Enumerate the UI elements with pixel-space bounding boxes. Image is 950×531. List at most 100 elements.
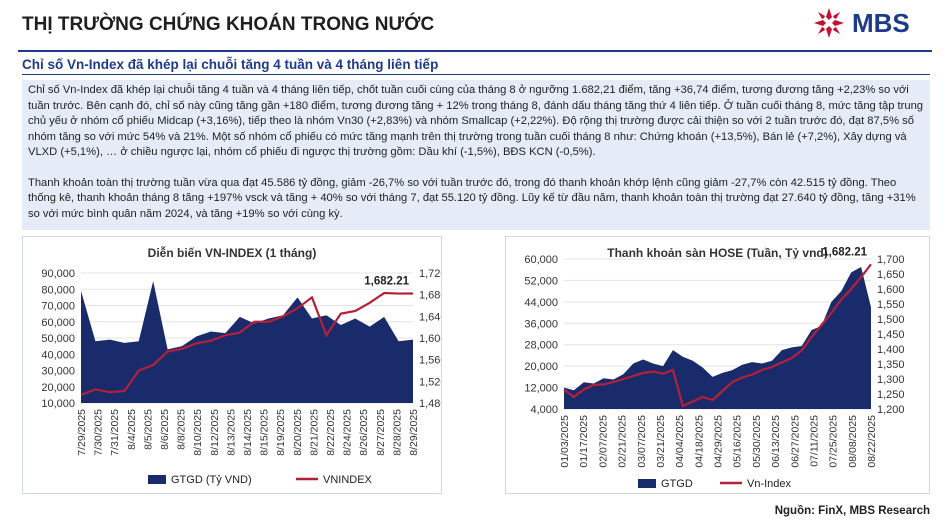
y-right-tick-label: 1,300 bbox=[877, 374, 905, 386]
y-left-tick-label: 20,000 bbox=[524, 361, 558, 373]
x-tick-label: 7/29/2025 bbox=[76, 409, 88, 456]
chart-title: Diễn biến VN-INDEX (1 tháng) bbox=[148, 245, 317, 260]
x-tick-label: 8/5/2025 bbox=[142, 409, 154, 450]
vnindex-chart: Diễn biến VN-INDEX (1 tháng) 10,000 20,000… bbox=[41, 245, 446, 486]
page-title: THỊ TRƯỜNG CHỨNG KHOÁN TRONG NƯỚC bbox=[22, 14, 435, 35]
x-tick-label: 01/17/2025 bbox=[578, 415, 590, 468]
y-left-tick-label: 28,000 bbox=[524, 340, 558, 352]
x-tick-label: 8/26/2025 bbox=[358, 409, 370, 456]
y-left-tick-label: 60,000 bbox=[524, 254, 558, 266]
y-right-tick-label: 1,480 bbox=[419, 398, 441, 410]
y-left-tick-label: 60,000 bbox=[41, 317, 75, 329]
paragraph-vnindex: Chỉ số Vn-Index đã khép lại chuỗi tăng 4… bbox=[28, 84, 924, 158]
x-tick-label: 04/04/2025 bbox=[674, 415, 686, 468]
y-right-tick-label: 1,650 bbox=[877, 269, 905, 281]
y-right-tick-label: 1,500 bbox=[877, 314, 905, 326]
y-left-tick-label: 4,000 bbox=[530, 404, 558, 416]
y-left-tick-label: 70,000 bbox=[41, 301, 75, 313]
legend-label: Vn-Index bbox=[747, 478, 792, 490]
y-left-tick-label: 90,000 bbox=[41, 268, 75, 280]
y-right-tick-label: 1,560 bbox=[419, 355, 441, 367]
x-tick-label: 8/10/2025 bbox=[192, 409, 204, 456]
x-tick-label: 7/31/2025 bbox=[109, 409, 121, 456]
y-left-tick-label: 10,000 bbox=[41, 398, 75, 410]
x-tick-label: 08/08/2025 bbox=[847, 415, 859, 468]
x-tick-label: 8/19/2025 bbox=[275, 409, 287, 456]
hose-liquidity-chart: Thanh khoản sàn HOSE (Tuần, Tỷ vnd) 4,000… bbox=[524, 246, 905, 490]
x-tick-label: 8/28/2025 bbox=[391, 409, 403, 456]
x-tick-label: 02/07/2025 bbox=[597, 415, 609, 468]
section-heading: Chỉ số Vn-Index đã khép lại chuỗi tăng 4… bbox=[22, 57, 930, 75]
legend-label: VNINDEX bbox=[323, 474, 373, 486]
y-left-tick-label: 50,000 bbox=[41, 333, 75, 345]
x-tick-label: 8/22/2025 bbox=[325, 409, 337, 456]
source-note: Nguồn: FinX, MBS Research bbox=[774, 505, 930, 517]
y-left-tick-label: 36,000 bbox=[524, 318, 558, 330]
series-area-gtgd bbox=[564, 267, 871, 409]
x-tick-label: 07/25/2025 bbox=[828, 415, 840, 468]
y-right-tick-label: 1,450 bbox=[877, 329, 905, 341]
x-tick-label: 8/20/2025 bbox=[292, 409, 304, 456]
x-tick-label: 06/27/2025 bbox=[789, 415, 801, 468]
y-right-tick-label: 1,680 bbox=[419, 290, 441, 302]
x-tick-label: 01/03/2025 bbox=[559, 415, 571, 468]
x-tick-label: 8/21/2025 bbox=[308, 409, 320, 456]
y-right-tick-label: 1,720 bbox=[419, 268, 441, 280]
vnindex-chart-panel: Diễn biến VN-INDEX (1 tháng) 10,000 20,000… bbox=[22, 236, 447, 494]
x-tick-label: 8/4/2025 bbox=[126, 409, 138, 450]
last-value-label: 1,682.21 bbox=[822, 246, 867, 258]
y-left-tick-label: 52,000 bbox=[524, 275, 558, 287]
mbs-logo: MBS bbox=[812, 6, 910, 40]
x-tick-label: 06/13/2025 bbox=[770, 415, 782, 468]
summary-text-box: Chỉ số Vn-Index đã khép lại chuỗi tăng 4… bbox=[22, 80, 930, 230]
x-tick-label: 03/21/2025 bbox=[655, 415, 667, 468]
last-value-label: 1,682.21 bbox=[364, 275, 409, 287]
y-right-tick-label: 1,700 bbox=[877, 254, 905, 266]
series-line-vnindex bbox=[80, 291, 414, 396]
y-left-tick-label: 44,000 bbox=[524, 297, 558, 309]
x-tick-label: 8/29/2025 bbox=[408, 409, 420, 456]
hose-liquidity-chart-panel: Thanh khoản sàn HOSE (Tuần, Tỷ vnd) 4,000… bbox=[505, 236, 930, 494]
x-tick-label: 8/14/2025 bbox=[242, 409, 254, 456]
y-right-tick-label: 1,600 bbox=[419, 333, 441, 345]
y-right-tick-label: 1,200 bbox=[877, 404, 905, 416]
x-tick-label: 8/15/2025 bbox=[259, 409, 271, 456]
x-tick-label: 7/30/2025 bbox=[93, 409, 105, 456]
legend-swatch-hose-volume bbox=[638, 479, 656, 488]
y-right-tick-label: 1,600 bbox=[877, 284, 905, 296]
series-area-gtgdtvnd bbox=[81, 281, 413, 403]
legend-swatch-vnindex-volume bbox=[148, 475, 166, 484]
x-tick-label: 05/30/2025 bbox=[751, 415, 763, 468]
x-tick-label: 07/11/2025 bbox=[808, 415, 820, 467]
y-left-tick-label: 12,000 bbox=[524, 383, 558, 395]
x-tick-label: 8/24/2025 bbox=[342, 409, 354, 456]
x-tick-label: 04/29/2025 bbox=[713, 415, 725, 468]
y-right-tick-label: 1,400 bbox=[877, 344, 905, 356]
x-tick-label: 8/6/2025 bbox=[159, 409, 171, 450]
x-tick-label: 02/21/2025 bbox=[617, 415, 629, 468]
x-tick-label: 8/12/2025 bbox=[209, 409, 221, 456]
y-left-tick-label: 20,000 bbox=[41, 382, 75, 394]
title-divider bbox=[18, 50, 932, 52]
x-tick-label: 03/07/2025 bbox=[636, 415, 648, 468]
chart-title: Thanh khoản sàn HOSE (Tuần, Tỷ vnd) bbox=[607, 246, 827, 260]
legend-label: GTGD (Tỷ VND) bbox=[171, 474, 252, 486]
y-right-tick-label: 1,640 bbox=[419, 311, 441, 323]
x-tick-label: 08/22/2025 bbox=[866, 415, 878, 468]
x-tick-label: 05/16/2025 bbox=[732, 415, 744, 468]
y-left-tick-label: 80,000 bbox=[41, 284, 75, 296]
logo-text: MBS bbox=[852, 7, 910, 38]
series-line-vnindex bbox=[563, 263, 872, 408]
y-right-tick-label: 1,350 bbox=[877, 359, 905, 371]
y-left-tick-label: 30,000 bbox=[41, 366, 75, 378]
legend-label: GTGD bbox=[661, 478, 693, 490]
x-tick-label: 8/13/2025 bbox=[225, 409, 237, 456]
mbs-logo-icon bbox=[814, 8, 844, 38]
paragraph-liquidity: Thanh khoản toàn thị trường tuần vừa qua… bbox=[28, 176, 916, 220]
y-right-tick-label: 1,250 bbox=[877, 389, 905, 401]
y-right-tick-label: 1,520 bbox=[419, 376, 441, 388]
y-right-tick-label: 1,550 bbox=[877, 299, 905, 311]
y-left-tick-label: 40,000 bbox=[41, 349, 75, 361]
x-tick-label: 04/18/2025 bbox=[693, 415, 705, 468]
x-tick-label: 8/27/2025 bbox=[375, 409, 387, 456]
